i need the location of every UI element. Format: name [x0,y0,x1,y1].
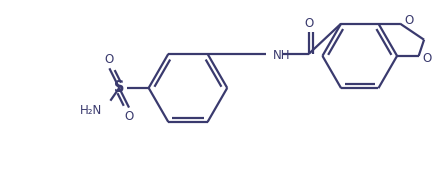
Text: O: O [105,53,114,66]
Text: O: O [404,14,413,27]
Text: O: O [124,110,134,123]
Text: NH: NH [273,49,291,62]
Text: S: S [114,80,124,95]
Text: O: O [423,52,432,65]
Text: O: O [304,17,313,30]
Text: H₂N: H₂N [80,104,103,117]
